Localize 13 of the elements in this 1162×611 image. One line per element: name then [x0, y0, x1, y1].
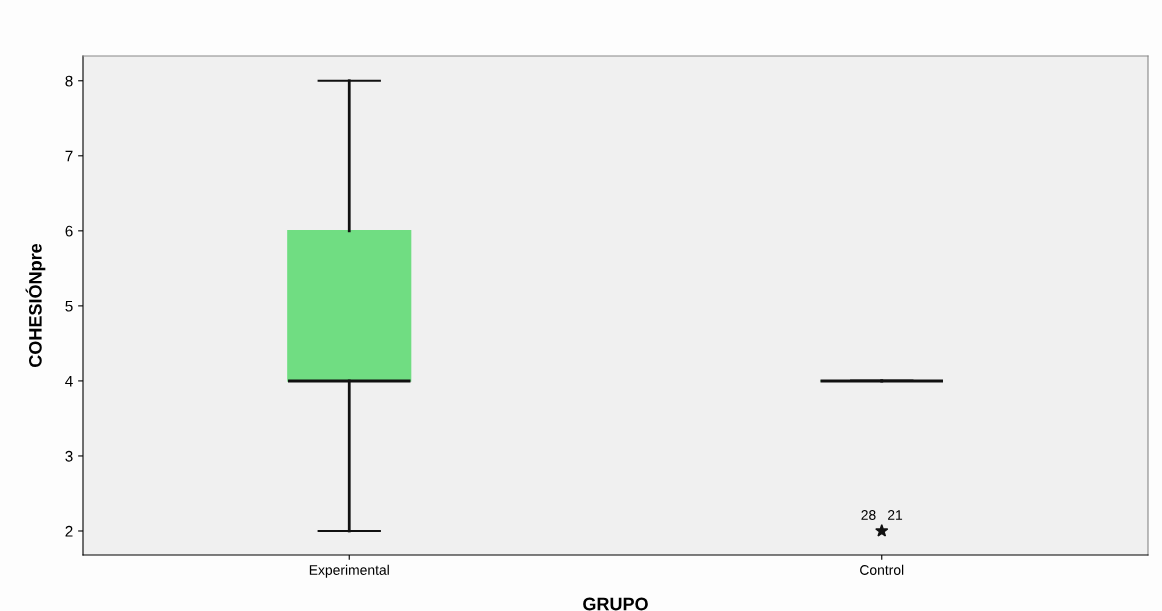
x-tick-label: Experimental — [309, 564, 389, 578]
y-tick-label: 6 — [65, 225, 73, 237]
x-tick-label: Control — [860, 564, 904, 575]
y-tick-label: 3 — [65, 450, 73, 462]
annotation: 28 — [861, 510, 876, 520]
annotation: 21 — [888, 510, 903, 520]
y-tick-label: 2 — [65, 525, 73, 537]
x-axis-title: GRUPO — [583, 597, 648, 611]
y-tick-label: 4 — [65, 375, 73, 387]
y-tick-label: 5 — [65, 300, 73, 312]
y-axis-title: COHESIÓNpre — [25, 243, 46, 367]
y-tick-label: 8 — [65, 75, 73, 87]
y-tick-label: 7 — [65, 150, 73, 162]
